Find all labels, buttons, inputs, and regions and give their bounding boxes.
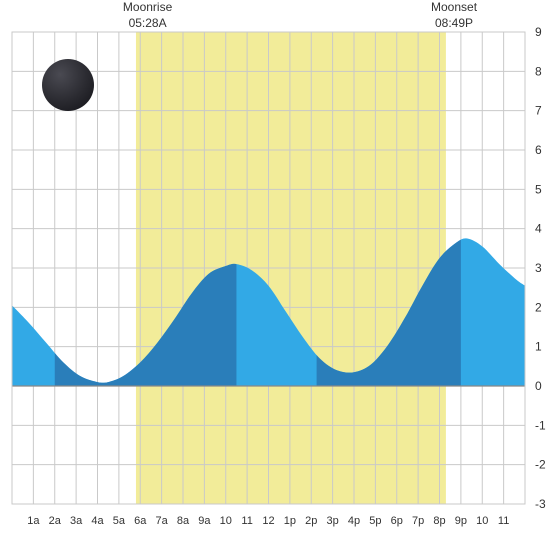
moonrise-time: 05:28A bbox=[123, 16, 172, 32]
svg-text:1a: 1a bbox=[27, 515, 40, 527]
moonset-title: Moonset bbox=[431, 0, 477, 16]
svg-text:9p: 9p bbox=[455, 515, 467, 527]
svg-text:2: 2 bbox=[535, 300, 542, 314]
svg-text:-2: -2 bbox=[535, 458, 546, 472]
moonset-annotation: Moonset 08:49P bbox=[431, 0, 477, 31]
svg-text:6a: 6a bbox=[134, 515, 147, 527]
svg-text:10: 10 bbox=[220, 515, 232, 527]
moon-phase-icon bbox=[42, 59, 94, 111]
svg-text:10: 10 bbox=[476, 515, 488, 527]
tide-chart: 1a2a3a4a5a6a7a8a9a1011121p2p3p4p5p6p7p8p… bbox=[0, 0, 550, 550]
svg-text:8a: 8a bbox=[177, 515, 190, 527]
svg-text:6: 6 bbox=[535, 143, 542, 157]
svg-text:9a: 9a bbox=[198, 515, 211, 527]
svg-text:0: 0 bbox=[535, 379, 542, 393]
svg-text:9: 9 bbox=[535, 25, 542, 39]
svg-text:11: 11 bbox=[241, 515, 252, 527]
svg-text:5: 5 bbox=[535, 182, 542, 196]
moonset-time: 08:49P bbox=[431, 16, 477, 32]
svg-text:8p: 8p bbox=[433, 515, 445, 527]
svg-text:-1: -1 bbox=[535, 418, 546, 432]
svg-text:2p: 2p bbox=[305, 515, 317, 527]
svg-text:4a: 4a bbox=[91, 515, 104, 527]
svg-text:7p: 7p bbox=[412, 515, 424, 527]
svg-text:-3: -3 bbox=[535, 497, 546, 511]
svg-text:4p: 4p bbox=[348, 515, 360, 527]
svg-text:7: 7 bbox=[535, 104, 542, 118]
svg-text:7a: 7a bbox=[156, 515, 169, 527]
svg-text:5a: 5a bbox=[113, 515, 126, 527]
svg-text:8: 8 bbox=[535, 64, 542, 78]
svg-text:5p: 5p bbox=[369, 515, 381, 527]
svg-text:4: 4 bbox=[535, 222, 542, 236]
svg-text:3: 3 bbox=[535, 261, 542, 275]
svg-text:6p: 6p bbox=[391, 515, 403, 527]
svg-text:11: 11 bbox=[498, 515, 509, 527]
svg-text:12: 12 bbox=[262, 515, 274, 527]
moonrise-title: Moonrise bbox=[123, 0, 172, 16]
svg-text:3p: 3p bbox=[327, 515, 339, 527]
svg-text:3a: 3a bbox=[70, 515, 83, 527]
svg-text:1: 1 bbox=[535, 340, 542, 354]
svg-text:2a: 2a bbox=[49, 515, 62, 527]
moonrise-annotation: Moonrise 05:28A bbox=[123, 0, 172, 31]
svg-text:1p: 1p bbox=[284, 515, 296, 527]
